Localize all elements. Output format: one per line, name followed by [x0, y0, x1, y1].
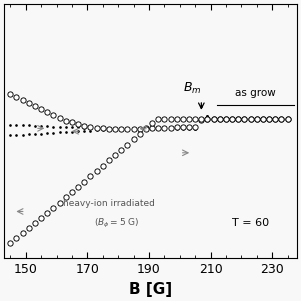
Text: $B_m$: $B_m$ — [183, 81, 201, 96]
Text: heavy-ion irradiated: heavy-ion irradiated — [63, 199, 155, 208]
Text: T = 60: T = 60 — [232, 218, 269, 228]
X-axis label: B [G]: B [G] — [129, 282, 172, 297]
Text: as grow: as grow — [235, 88, 276, 98]
Text: $(B_\phi = 5\ \mathrm{G})$: $(B_\phi = 5\ \mathrm{G})$ — [94, 217, 139, 230]
